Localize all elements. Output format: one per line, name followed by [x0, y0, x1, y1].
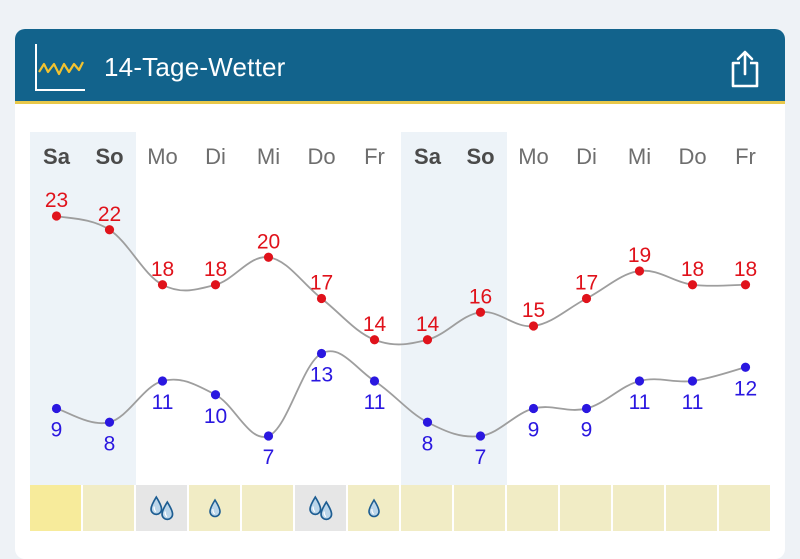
temperature-chart: Sa So Mo Di Mi Do Fr Sa So Mo Di Mi Do Fr 23 22 18 18 20 17…: [30, 132, 757, 485]
min-temp-label: 10: [204, 405, 227, 428]
drops-two-icon: [308, 495, 332, 521]
max-temp-point: [51, 211, 62, 221]
max-temp-label: 18: [204, 258, 227, 281]
day-label: Mi: [257, 144, 280, 169]
precip-cell: [295, 485, 346, 531]
precip-cell: [454, 485, 505, 531]
precip-cell: [560, 485, 611, 531]
max-temp-point: [210, 280, 221, 290]
drop-one-icon: [367, 498, 380, 518]
precip-cell: [30, 485, 81, 531]
max-temp-point: [581, 293, 592, 304]
max-temp-label: 17: [575, 272, 598, 295]
min-temp-label: 11: [364, 391, 386, 414]
card-header: 14-Tage-Wetter: [15, 29, 785, 104]
precip-cell: [136, 485, 187, 531]
max-temp-label: 20: [257, 230, 280, 253]
min-temp-label: 12: [734, 377, 757, 400]
day-label: Mi: [628, 144, 651, 169]
max-temp-point: [369, 335, 380, 345]
min-temp-point: [104, 417, 115, 427]
day-label: Fr: [735, 144, 756, 169]
max-temp-point: [687, 280, 698, 290]
max-temp-point: [475, 307, 486, 317]
day-label: Fr: [364, 144, 385, 169]
precip-cell: [666, 485, 717, 531]
precip-cell: [613, 485, 664, 531]
min-temp-label: 9: [528, 419, 540, 442]
share-icon[interactable]: [729, 49, 761, 89]
min-temp-label: 11: [152, 391, 174, 414]
min-temp-point: [740, 362, 751, 372]
precip-cell: [348, 485, 399, 531]
day-label: Di: [576, 144, 597, 169]
min-temp-label: 8: [104, 432, 116, 455]
min-temp-point: [369, 376, 380, 386]
precip-cell: [242, 485, 293, 531]
precipitation-row: [30, 485, 770, 531]
day-label: Mo: [147, 144, 178, 169]
min-temp-label: 7: [263, 446, 275, 469]
widget-title: 14-Tage-Wetter: [104, 52, 286, 82]
max-temp-label: 19: [628, 244, 651, 267]
day-label: Do: [307, 144, 335, 169]
max-temp-point: [634, 266, 645, 276]
max-temp-label: 17: [310, 272, 333, 295]
max-temp-label: 22: [98, 203, 121, 226]
min-temp-label: 9: [51, 419, 63, 442]
max-temp-label: 16: [469, 285, 492, 308]
max-temp-point: [422, 335, 433, 345]
day-label: So: [95, 144, 123, 169]
min-temp-point: [634, 376, 645, 386]
min-temp-point: [51, 403, 62, 414]
drops-two-icon: [149, 495, 173, 521]
day-label: Di: [205, 144, 226, 169]
min-temp-point: [422, 417, 433, 427]
day-label: Do: [678, 144, 706, 169]
day-label: Sa: [414, 144, 442, 169]
max-temp-label: 14: [416, 313, 440, 336]
max-temp-point: [528, 321, 539, 331]
max-temp-point: [104, 225, 115, 235]
precip-cell: [401, 485, 452, 531]
day-label: Mo: [518, 144, 549, 169]
min-temp-point: [263, 431, 274, 441]
precip-cell: [189, 485, 240, 531]
max-temp-label: 14: [363, 313, 387, 336]
min-temp-point: [581, 403, 592, 414]
min-temp-point: [210, 390, 221, 400]
max-temp-label: 18: [151, 258, 174, 281]
precip-cell: [507, 485, 558, 531]
weekend-band: [30, 132, 136, 485]
max-temp-point: [157, 280, 168, 290]
min-temp-point: [157, 376, 168, 386]
forecast-card: 14-Tage-Wetter Sa So Mo Di Mi Do Fr Sa So Mo Di Mi D…: [15, 29, 785, 559]
max-temp-label: 15: [522, 299, 545, 322]
day-label: So: [466, 144, 494, 169]
min-temp-label: 11: [682, 391, 704, 414]
min-temp-label: 7: [475, 446, 487, 469]
min-temp-label: 9: [581, 419, 593, 442]
day-label: Sa: [43, 144, 71, 169]
chart-line-icon: [35, 44, 85, 91]
max-temp-point: [263, 252, 274, 262]
min-temp-label: 13: [310, 364, 333, 387]
min-temp-point: [475, 431, 486, 441]
max-temp-point: [316, 293, 327, 304]
weekend-band: [401, 132, 507, 485]
max-temp-label: 23: [45, 189, 68, 212]
min-temp-label: 11: [629, 391, 651, 414]
min-temp-point: [687, 376, 698, 386]
max-temp-label: 18: [734, 258, 757, 281]
min-temp-line: [56, 350, 746, 438]
drop-one-icon: [208, 498, 221, 518]
min-temp-label: 8: [422, 432, 434, 455]
max-temp-label: 18: [681, 258, 704, 281]
precip-cell: [719, 485, 770, 531]
max-temp-point: [740, 280, 751, 290]
precip-cell: [83, 485, 134, 531]
min-temp-point: [528, 403, 539, 414]
min-temp-point: [316, 348, 327, 359]
